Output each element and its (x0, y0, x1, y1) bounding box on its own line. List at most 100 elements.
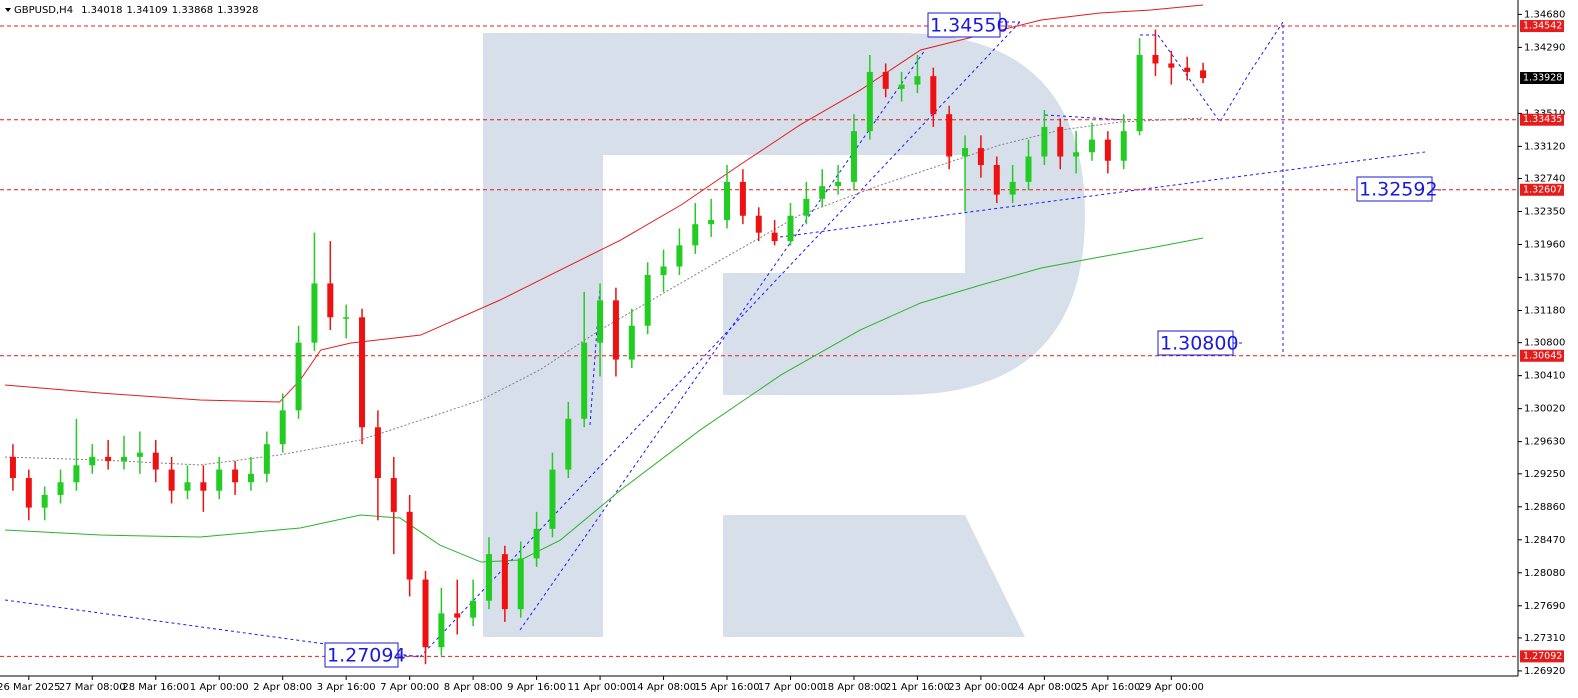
level-tag-box (1520, 20, 1564, 33)
x-tick-label: 26 Mar 2025 (0, 682, 61, 693)
candle-body (105, 456, 112, 462)
y-tick-label: 1.30020 (1524, 404, 1565, 415)
candle-body (708, 219, 715, 225)
x-tick-label: 1 Apr 00:00 (190, 682, 249, 693)
x-tick-label: 25 Apr 16:00 (1075, 682, 1140, 693)
candle-body (454, 613, 461, 618)
x-tick-label: 23 Apr 00:00 (948, 682, 1013, 693)
candle-body (1104, 139, 1111, 161)
candle-body (835, 181, 842, 187)
candle-body (25, 478, 32, 508)
candle-body (279, 410, 286, 445)
x-tick-label: 7 Apr 00:00 (380, 682, 439, 693)
annotation-box (1157, 330, 1234, 356)
trend-line (1044, 114, 1126, 121)
annotation-box (324, 642, 399, 668)
watermark (483, 33, 1085, 637)
candle-body (152, 452, 159, 470)
candle-body (247, 473, 254, 483)
quote-value: 1.34109 (126, 5, 167, 16)
candle-body (501, 554, 508, 610)
x-tick-label: 17 Apr 00:00 (758, 682, 823, 693)
candle-body (962, 148, 969, 157)
candle-body (311, 283, 318, 343)
candle-body (803, 198, 810, 216)
candle-body (263, 444, 270, 474)
candle-body (914, 76, 921, 85)
x-tick-label: 27 Mar 08:00 (59, 682, 126, 693)
candle-body (946, 114, 953, 157)
candle-body (787, 215, 794, 242)
candle-body (485, 554, 492, 601)
candle-body (343, 317, 350, 319)
annotation-label: 1.27094 (327, 645, 406, 667)
candle-body (612, 300, 619, 360)
candle-body (1025, 156, 1032, 182)
candle-body (565, 418, 572, 470)
watermark-leg (723, 515, 1025, 637)
x-tick-label: 2 Apr 08:00 (253, 682, 312, 693)
annotation-label: 1.34550 (930, 15, 1009, 37)
x-tick-label: 11 Apr 00:00 (567, 682, 632, 693)
candle-body (533, 528, 540, 559)
x-tick-label: 14 Apr 08:00 (631, 682, 696, 693)
y-tick-label: 1.31570 (1524, 273, 1565, 284)
y-tick-label: 1.32740 (1524, 174, 1565, 185)
candle-body (1184, 67, 1191, 72)
candle-body (866, 71, 873, 132)
candle-body (850, 131, 857, 182)
level-tag-label: 1.27092 (1523, 651, 1562, 662)
candle-body (374, 427, 381, 479)
trend-line (519, 49, 926, 631)
annotation-box (927, 12, 1001, 38)
header: GBPUSD,H4 (5, 5, 73, 16)
indicator-line (4, 4, 1204, 403)
candle-body (644, 274, 651, 326)
x-tick-label: 9 Apr 16:00 (507, 682, 566, 693)
watermark-stem (483, 33, 603, 637)
candle-body (295, 342, 302, 411)
symbol: GBPUSD,H4 (14, 5, 73, 16)
y-tick-label: 1.26920 (1524, 666, 1565, 677)
candle-body (1152, 54, 1159, 64)
candle-body (1041, 126, 1048, 157)
candle-body (755, 215, 762, 233)
level-tag-box (1520, 183, 1564, 196)
level-tag-label: 1.30645 (1523, 350, 1562, 361)
candle-body (1073, 152, 1080, 157)
candle-body (121, 456, 128, 462)
x-tick-label: 3 Apr 16:00 (317, 682, 376, 693)
x-tick-label: 8 Apr 08:00 (444, 682, 503, 693)
y-tick-label: 1.34290 (1524, 42, 1565, 53)
price-tag-label: 1.33928 (1523, 73, 1562, 84)
candle-body (676, 245, 683, 267)
candle-body (200, 482, 207, 491)
level-tag-box (1520, 650, 1564, 663)
x-tick-label: 18 Apr 08:00 (821, 682, 886, 693)
candle-body (597, 300, 604, 343)
y-tick-label: 1.27310 (1524, 633, 1565, 644)
y-tick-label: 1.30410 (1524, 371, 1565, 382)
y-tick-label: 1.28470 (1524, 535, 1565, 546)
candle-body (549, 469, 556, 529)
annotation-label: 1.30800 (1160, 333, 1239, 355)
axis-labels: 1.346801.342901.335101.331201.327401.323… (0, 9, 1565, 693)
annotations: 1.34550 1.32592 1.30800 1.27094 (324, 12, 1438, 668)
candle-body (692, 224, 699, 246)
menu-triangle[interactable] (5, 8, 11, 12)
candle-body (57, 482, 64, 495)
candle-body (1200, 70, 1207, 79)
level-tag-label: 1.33435 (1523, 114, 1562, 125)
level-tag-box (1520, 349, 1564, 362)
candle-body (1009, 181, 1016, 195)
candle-body (216, 469, 223, 491)
level-tag-label: 1.32607 (1523, 184, 1562, 195)
candle-body (73, 465, 80, 483)
watermark-bowl (603, 33, 1085, 395)
y-tick-label: 1.34680 (1524, 9, 1565, 20)
x-tick-label: 28 Mar 16:00 (122, 682, 189, 693)
candle-body (136, 452, 143, 457)
indicator-line (4, 237, 1204, 563)
